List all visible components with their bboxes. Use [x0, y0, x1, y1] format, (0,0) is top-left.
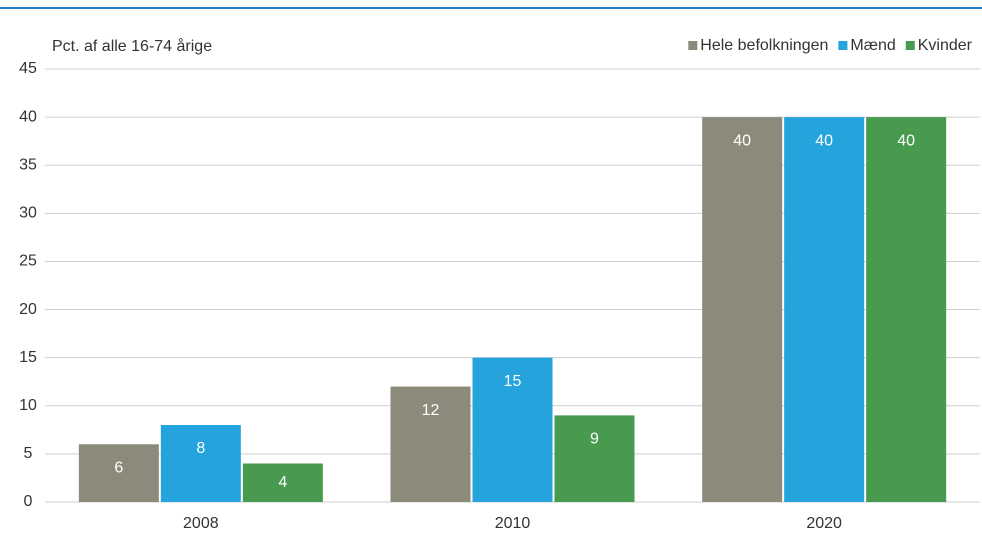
legend-swatch: [905, 41, 915, 50]
bar: [160, 425, 241, 502]
y-tick-label: 0: [24, 493, 33, 510]
x-tick-label: 2008: [183, 515, 219, 532]
bar: [390, 386, 471, 502]
y-tick-label: 40: [19, 108, 37, 125]
y-tick-label: 25: [19, 253, 37, 270]
legend-label: Hele befolkningen: [700, 37, 828, 54]
legend-swatch: [688, 41, 698, 50]
data-label: 40: [897, 132, 915, 149]
y-tick-label: 45: [19, 60, 37, 77]
legend-label: Mænd: [850, 37, 895, 54]
bar: [702, 117, 783, 502]
y-tick-label: 5: [24, 445, 33, 462]
y-tick-label: 35: [19, 156, 37, 173]
y-tick-label: 20: [19, 301, 37, 318]
data-label: 8: [196, 440, 205, 457]
y-tick-label: 15: [19, 349, 37, 366]
data-label: 12: [422, 402, 440, 419]
legend-swatch: [838, 41, 848, 50]
x-tick-label: 2010: [495, 515, 531, 532]
bar: [866, 117, 947, 502]
bar: [78, 444, 159, 502]
y-tick-label: 10: [19, 397, 37, 414]
data-label: 6: [114, 459, 123, 476]
data-label: 40: [815, 132, 833, 149]
data-label: 9: [590, 431, 599, 448]
bar: [242, 463, 323, 502]
y-axis-label: Pct. af alle 16-74 årige: [52, 37, 212, 55]
data-label: 40: [733, 132, 751, 149]
legend-label: Kvinder: [918, 37, 973, 54]
data-label: 4: [278, 474, 287, 491]
bar: [784, 117, 865, 502]
y-tick-label: 30: [19, 205, 37, 222]
x-tick-label: 2020: [806, 515, 842, 532]
bar: [472, 357, 553, 502]
data-label: 15: [504, 373, 522, 390]
bar: [554, 415, 635, 502]
